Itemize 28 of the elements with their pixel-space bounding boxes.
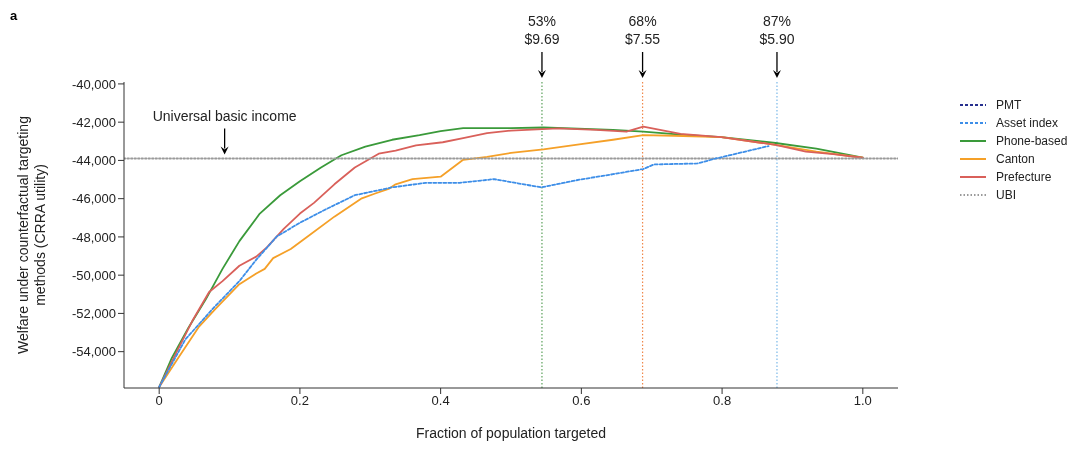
text: a <box>10 8 18 23</box>
legend-label: Prefecture <box>996 170 1052 184</box>
annotation: 68% $7.55 <box>625 13 661 47</box>
x-axis-title: Fraction of population targeted <box>416 425 606 441</box>
y-tick-label: -40,000 <box>71 76 116 92</box>
legend-label: Asset index <box>996 116 1059 130</box>
line-series <box>158 145 770 388</box>
x-tick-label: 1.0 <box>853 393 872 409</box>
y-tick-label: -42,000 <box>71 114 116 130</box>
x-tick-label: 0.4 <box>431 393 450 409</box>
y-tick-label: -48,000 <box>71 229 116 245</box>
x-tick-label: 0.6 <box>572 393 591 409</box>
x-tick-label: 0 <box>155 393 163 409</box>
annotation: Universal basic income <box>152 107 297 124</box>
legend-label: UBI <box>996 188 1017 202</box>
legend-label: Phone-based <box>996 134 1068 148</box>
y-axis-title: Welfare under counterfactual targeting methods (CRRA utility) <box>15 116 48 354</box>
x-tick-label: 0.2 <box>290 393 309 409</box>
annotation: 87% $5.90 <box>759 13 795 47</box>
y-tick-label: -54,000 <box>71 344 116 360</box>
legend-label: PMT <box>996 98 1022 112</box>
annotation: 53% $9.69 <box>524 13 560 47</box>
y-tick-label: -44,000 <box>71 153 116 169</box>
y-tick-label: -50,000 <box>71 267 116 283</box>
y-tick-label: -52,000 <box>71 306 116 322</box>
x-tick-label: 0.8 <box>713 393 732 409</box>
legend-label: Canton <box>996 152 1035 166</box>
y-tick-label: -46,000 <box>71 191 116 207</box>
